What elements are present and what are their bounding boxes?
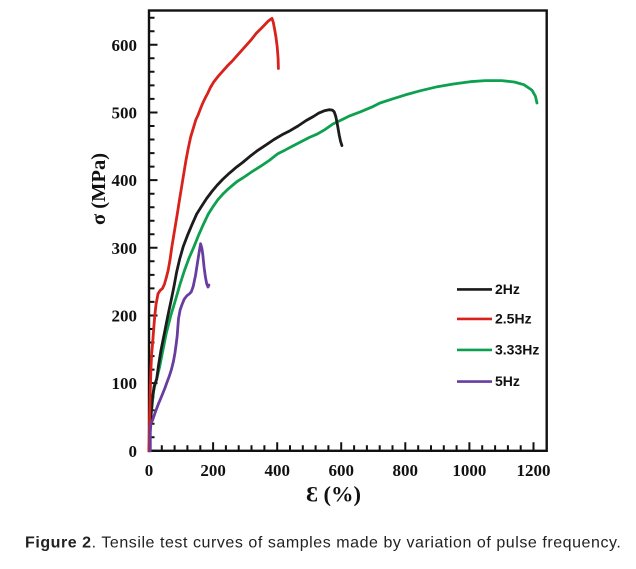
svg-text:1000: 1000 [452,461,486,480]
svg-text:400: 400 [264,461,290,480]
svg-text:1200: 1200 [517,461,551,480]
svg-text:100: 100 [112,374,138,393]
svg-text:Figure 2. Tensile test curves: Figure 2. Tensile test curves of samples… [25,535,621,552]
svg-text:2.5Hz: 2.5Hz [495,310,532,326]
svg-text:800: 800 [393,461,419,480]
svg-text:300: 300 [112,239,138,258]
svg-text:200: 200 [112,307,138,326]
svg-text:σ (MPa): σ (MPa) [88,153,110,225]
svg-text:600: 600 [328,461,354,480]
svg-text:0: 0 [145,461,154,480]
svg-text:3.33Hz: 3.33Hz [495,341,539,357]
svg-text:2Hz: 2Hz [495,281,520,297]
svg-text:200: 200 [200,461,226,480]
svg-text:500: 500 [112,104,138,123]
svg-text:0: 0 [129,442,138,461]
svg-text:Ɛ (%): Ɛ (%) [306,482,361,507]
svg-text:5Hz: 5Hz [495,373,520,389]
svg-text:600: 600 [112,36,138,55]
svg-text:400: 400 [112,171,138,190]
